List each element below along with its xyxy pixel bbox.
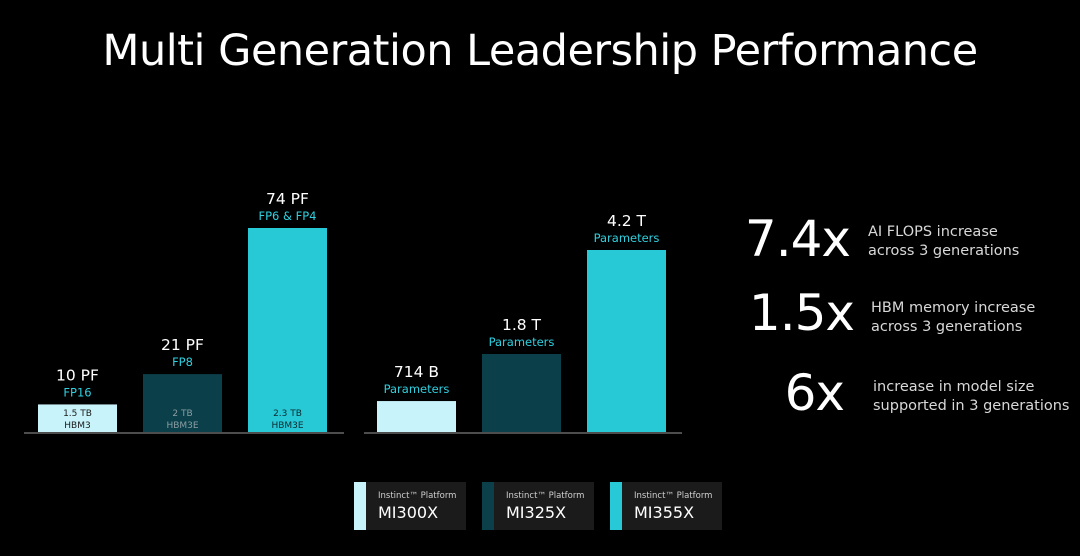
- legend-name: MI325X: [506, 503, 567, 522]
- legend-item-mi300x: Instinct™ Platform MI300X: [354, 482, 466, 530]
- stat-desc-line2: across 3 generations: [868, 243, 1020, 259]
- chart2-bar-mi355x: [587, 250, 666, 432]
- chart1-bar-mi355x: [248, 228, 327, 432]
- chart1-sub-label: FP8: [172, 355, 193, 369]
- chart1-value-label: 21 PF: [161, 336, 204, 354]
- stat-value: 7.4x: [744, 210, 851, 268]
- legend-item-mi325x: Instinct™ Platform MI325X: [482, 482, 594, 530]
- chart1-memory-type-label: HBM3E: [271, 421, 303, 431]
- legend-platform-label: Instinct™ Platform: [378, 491, 457, 501]
- chart2-sub-label: Parameters: [384, 382, 450, 396]
- legend-platform-label: Instinct™ Platform: [506, 491, 585, 501]
- legend-platform-label: Instinct™ Platform: [634, 491, 713, 501]
- chart2-sub-label: Parameters: [489, 335, 555, 349]
- stat-value: 1.5x: [748, 284, 855, 342]
- legend-swatch: [610, 482, 622, 530]
- chart2-bar-mi325x: [482, 354, 561, 432]
- chart2-sub-label: Parameters: [594, 231, 660, 245]
- chart2-bar-mi300x: [377, 401, 456, 432]
- stat-desc-line2: supported in 3 generations: [873, 398, 1070, 414]
- stat-desc-line1: increase in model size: [873, 379, 1035, 395]
- chart2-value-label: 1.8 T: [502, 316, 542, 334]
- chart1-bar-mi325x: [143, 374, 222, 432]
- stat-desc-line1: AI FLOPS increase: [868, 224, 998, 240]
- chart1-value-label: 74 PF: [266, 190, 309, 208]
- chart1-sub-label: FP6 & FP4: [258, 209, 316, 223]
- chart2-value-label: 4.2 T: [607, 212, 647, 230]
- stat-value: 6x: [784, 364, 845, 422]
- legend-item-mi355x: Instinct™ Platform MI355X: [610, 482, 722, 530]
- chart1-sub-label: FP16: [63, 385, 91, 399]
- chart1-memory-capacity-label: 2 TB: [172, 409, 192, 419]
- chart2-value-label: 714 B: [394, 363, 439, 381]
- stat-desc-line2: across 3 generations: [871, 319, 1023, 335]
- page-title: Multi Generation Leadership Performance: [102, 26, 978, 76]
- legend-name: MI300X: [378, 503, 439, 522]
- legend-name: MI355X: [634, 503, 695, 522]
- chart1-value-label: 10 PF: [56, 366, 99, 384]
- chart1-memory-type-label: HBM3E: [166, 421, 198, 431]
- chart1-memory-capacity-label: 1.5 TB: [63, 409, 92, 419]
- stat-desc-line1: HBM memory increase: [871, 300, 1036, 316]
- chart1-memory-type-label: HBM3: [64, 421, 90, 431]
- chart1-bar-mi300x: [38, 404, 117, 432]
- chart1-memory-capacity-label: 2.3 TB: [273, 409, 302, 419]
- legend-swatch: [482, 482, 494, 530]
- legend-swatch: [354, 482, 366, 530]
